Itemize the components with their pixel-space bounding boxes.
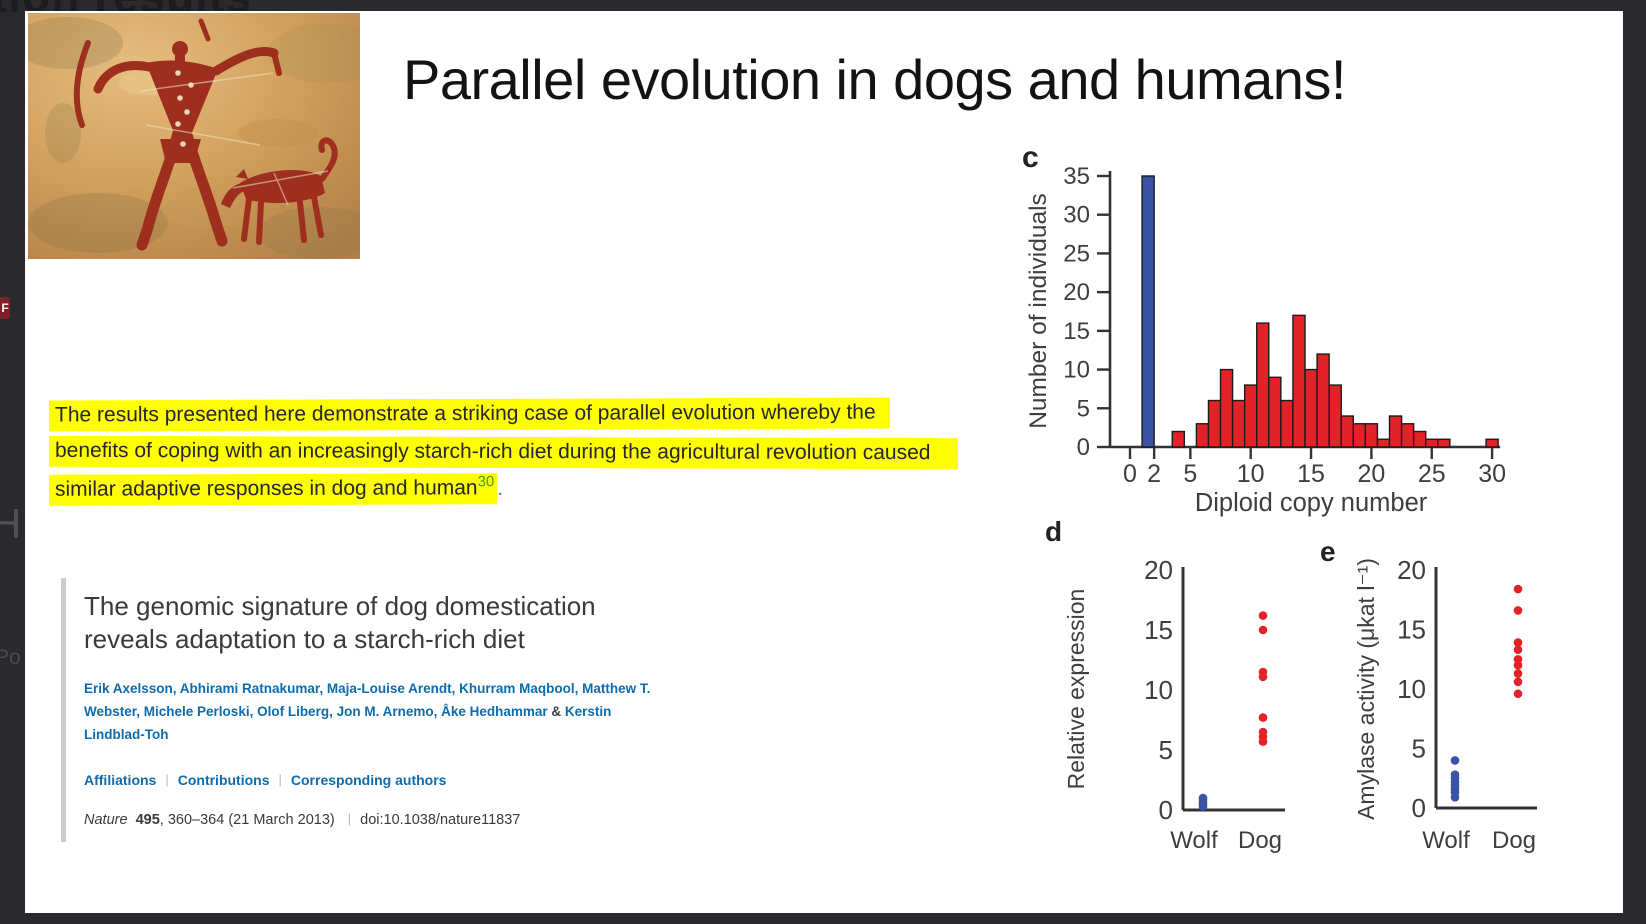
highlight-line-3: similar adaptive responses in dog and hu…: [48, 473, 498, 506]
citation-body: The genomic signature of dog domesticati…: [84, 578, 704, 842]
svg-text:30: 30: [1478, 460, 1506, 488]
svg-text:10: 10: [1397, 674, 1426, 704]
svg-text:15: 15: [1144, 615, 1173, 645]
svg-text:0: 0: [1159, 795, 1173, 825]
figure-panel-c-histogram: c Number of individuals 0 5 10 15 20 25 30 35 0 2 5 1…: [1020, 135, 1530, 522]
svg-text:Dog: Dog: [1238, 827, 1282, 854]
svg-text:e: e: [1320, 536, 1336, 567]
cave-painting-image: [28, 13, 360, 259]
journal-pages: , 360–364 (21 March 2013): [159, 812, 335, 828]
svg-text:0: 0: [1123, 460, 1137, 488]
corresponding-authors-link[interactable]: Corresponding authors: [290, 772, 447, 788]
reference-period: .: [497, 477, 504, 500]
svg-text:10: 10: [1144, 675, 1173, 705]
svg-text:Dog: Dog: [1492, 827, 1536, 854]
svg-text:Amylase activity (μkat l⁻¹): Amylase activity (μkat l⁻¹): [1353, 558, 1379, 820]
svg-text:25: 25: [1418, 460, 1446, 488]
citation-left-rule: [61, 578, 66, 842]
svg-text:10: 10: [1063, 357, 1090, 384]
svg-text:Relative expression: Relative expression: [1063, 589, 1089, 790]
slide-canvas: Parallel evolution in dogs and humans! T…: [25, 11, 1623, 913]
svg-text:10: 10: [1237, 460, 1265, 488]
svg-text:Wolf: Wolf: [1422, 827, 1470, 854]
figure-panel-d-expression: d Relative expression 0 5 10 15 20 Wolf Dog: [1040, 505, 1292, 862]
citation-separator: |: [347, 811, 352, 826]
link-separator-2: |: [278, 772, 282, 787]
svg-text:5: 5: [1412, 734, 1426, 764]
authors-line-1[interactable]: Erik Axelsson, Abhirami Ratnakumar, Maja…: [84, 681, 651, 696]
svg-text:c: c: [1022, 141, 1039, 174]
authors-line-3[interactable]: Lindblad-Toh: [84, 727, 169, 742]
svg-text:20: 20: [1144, 555, 1173, 585]
svg-text:30: 30: [1063, 202, 1090, 229]
figure-panel-e-amylase: e Amylase activity (μkat l⁻¹) 0 5 10 15 20 Wolf…: [1290, 495, 1572, 862]
quote-line-1: The results presented here demonstrate a…: [48, 397, 958, 437]
highlight-line-2: benefits of coping with an increasingly …: [48, 435, 959, 469]
authors-line-2b[interactable]: Kerstin: [564, 704, 612, 719]
svg-text:d: d: [1045, 516, 1062, 547]
journal-name: Nature: [84, 812, 128, 828]
paper-citation-card: The genomic signature of dog domesticati…: [61, 578, 704, 842]
paper-title-line-2: reveals adaptation to a starch-rich diet: [84, 624, 525, 654]
svg-text:5: 5: [1183, 460, 1197, 488]
svg-text:15: 15: [1297, 460, 1325, 488]
svg-text:20: 20: [1397, 555, 1426, 585]
highlighted-quote: The results presented here demonstrate a…: [48, 397, 959, 512]
svg-text:15: 15: [1063, 318, 1090, 345]
svg-text:5: 5: [1077, 395, 1090, 422]
reference-superscript[interactable]: 30: [477, 473, 495, 491]
svg-text:0: 0: [1077, 434, 1090, 461]
highlight-line-1: The results presented here demonstrate a…: [48, 397, 890, 432]
paper-authors: Erik Axelsson, Abhirami Ratnakumar, Maja…: [84, 677, 704, 746]
slide-title: Parallel evolution in dogs and humans!: [403, 48, 1346, 111]
svg-text:20: 20: [1357, 460, 1385, 488]
svg-text:Wolf: Wolf: [1170, 827, 1218, 854]
link-separator-1: |: [165, 772, 169, 787]
clipped-left-text-h: H: [0, 500, 22, 547]
journal-volume: 495: [135, 812, 160, 828]
svg-text:20: 20: [1063, 279, 1090, 306]
affiliations-link[interactable]: Affiliations: [84, 772, 157, 788]
authors-ampersand: &: [551, 704, 562, 719]
clipped-left-text-po: Po: [0, 646, 21, 669]
svg-text:5: 5: [1159, 735, 1173, 765]
paper-links-row: Affiliations | Contributions | Corresponding…: [84, 772, 704, 788]
quote-line-3: similar adaptive responses in dog and hu…: [48, 473, 958, 512]
pdf-badge-letter: F: [1, 301, 9, 315]
authors-line-2a[interactable]: Webster, Michele Perloski, Olof Liberg, …: [84, 704, 548, 719]
svg-text:Diploid copy number: Diploid copy number: [1195, 489, 1428, 517]
svg-text:Number of individuals: Number of individuals: [1025, 193, 1052, 429]
paper-title: The genomic signature of dog domesticati…: [84, 590, 704, 656]
journal-citation: Nature 495, 360–364 (21 March 2013) | doi…: [84, 811, 704, 828]
contributions-link[interactable]: Contributions: [177, 772, 270, 788]
svg-text:15: 15: [1397, 615, 1426, 645]
authors-line-2: Webster, Michele Perloski, Olof Liberg, …: [84, 700, 704, 723]
pdf-badge-icon[interactable]: F: [0, 297, 10, 319]
doi-text: doi:10.1038/nature11837: [360, 812, 521, 828]
svg-text:25: 25: [1063, 240, 1090, 267]
quote-line-3-text: similar adaptive responses in dog and hu…: [54, 476, 478, 501]
svg-text:2: 2: [1147, 460, 1161, 488]
paper-title-line-1: The genomic signature of dog domesticati…: [84, 591, 596, 621]
svg-text:0: 0: [1412, 793, 1426, 823]
quote-line-2: benefits of coping with an increasingly …: [48, 435, 959, 475]
svg-text:35: 35: [1063, 163, 1090, 190]
